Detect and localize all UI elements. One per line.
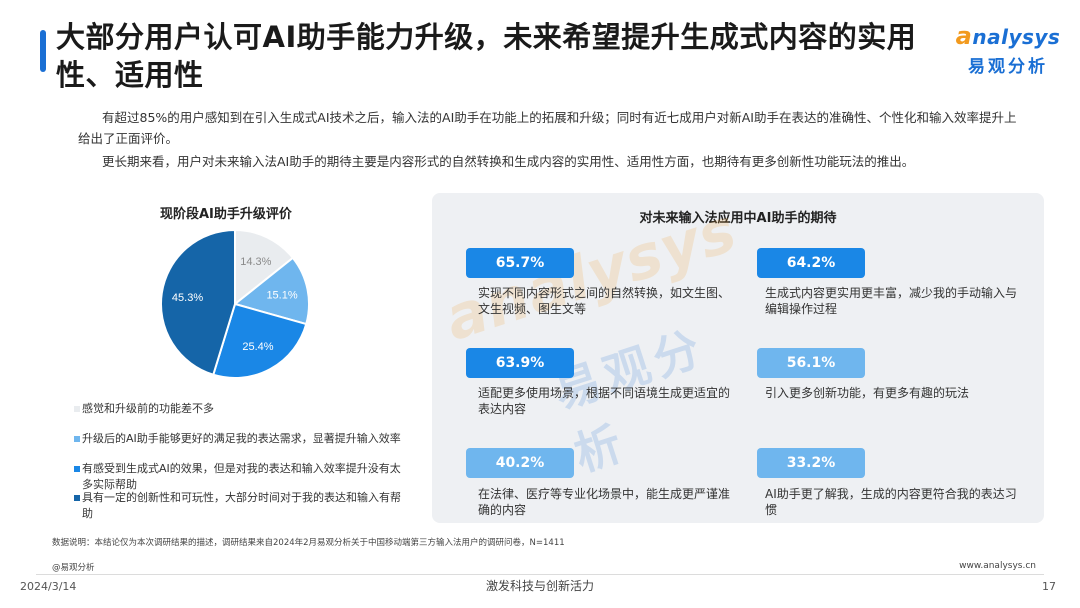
- expectation-text-3: 适配更多使用场景，根据不同语境生成更适宜的表达内容: [478, 386, 731, 416]
- logo-wordmark: analysys: [955, 22, 1061, 50]
- expectation-text-5: 在法律、医疗等专业化场景中，能生成更严谨准确的内容: [478, 487, 731, 517]
- expectations-title: 对未来输入法应用中AI助手的期待: [639, 211, 837, 226]
- expectation-badge-2: 64.2%: [757, 248, 865, 278]
- data-note: 数据说明：本结论仅为本次调研结果的描述，调研结果来自2024年2月易观分析关于中…: [52, 538, 565, 548]
- pie-label-3: 25.4%: [242, 341, 273, 353]
- pie-label-4: 45.3%: [172, 292, 203, 304]
- intro-paragraph-2: 更长期来看，用户对未来输入法AI助手的期待主要是内容形式的自然转换和生成内容的实…: [102, 154, 915, 169]
- pie-slice-3: [212, 302, 308, 379]
- legend-swatch-4: [74, 495, 80, 501]
- legend-item-3: 有感受到生成式AI的效果，但是对我的表达和输入效率提升没有太多实际帮助: [74, 461, 402, 493]
- intro-paragraph-1: 有超过85%的用户感知到在引入生成式AI技术之后，输入法的AI助手在功能上的拓展…: [78, 110, 1017, 146]
- footer-date: 2024/3/14: [20, 580, 77, 593]
- footer-source: @易观分析: [52, 563, 95, 573]
- pie-label-1: 14.3%: [240, 256, 271, 268]
- legend-item-2: 升级后的AI助手能够更好的满足我的表达需求，显著提升输入效率: [74, 431, 402, 447]
- expectation-badge-3: 63.9%: [466, 348, 574, 378]
- legend-swatch-3: [74, 466, 80, 472]
- expectation-text-6: AI助手更了解我，生成的内容更符合我的表达习惯: [765, 487, 1017, 517]
- page-number: 17: [1042, 580, 1056, 593]
- pie-slice-4: [160, 228, 236, 376]
- expectation-badge-1: 65.7%: [466, 248, 574, 278]
- footer-url: www.analysys.cn: [959, 561, 1036, 571]
- legend-label-1: 感觉和升级前的功能差不多: [82, 402, 214, 415]
- legend-swatch-1: [74, 406, 80, 412]
- chart-title: 现阶段AI助手升级评价: [160, 207, 292, 222]
- expectation-badge-4: 56.1%: [757, 348, 865, 378]
- legend-label-2: 升级后的AI助手能够更好的满足我的表达需求，显著提升输入效率: [82, 432, 401, 445]
- pie-chart-svg: 14.3% 15.1% 25.4% 45.3%: [160, 228, 311, 379]
- expectation-badge-6: 33.2%: [757, 448, 865, 478]
- legend-label-3: 有感受到生成式AI的效果，但是对我的表达和输入效率提升没有太多实际帮助: [82, 462, 401, 491]
- expectation-text-1: 实现不同内容形式之间的自然转换，如文生图、文生视频、图生文等: [478, 286, 731, 316]
- legend-label-4: 具有一定的创新性和可玩性，大部分时间对于我的表达和输入有帮助: [82, 491, 401, 520]
- title-accent-bar: [40, 30, 46, 72]
- expectation-badge-5: 40.2%: [466, 448, 574, 478]
- pie-label-2: 15.1%: [266, 290, 297, 302]
- expectation-text-2: 生成式内容更实用更丰富，减少我的手动输入与编辑操作过程: [765, 286, 1018, 316]
- pie-slice-1: [234, 228, 295, 307]
- logo-chinese: 易观分析: [968, 57, 1048, 77]
- legend-swatch-2: [74, 436, 80, 442]
- pie-chart: 14.3% 15.1% 25.4% 45.3%: [160, 226, 311, 382]
- legend-item-4: 具有一定的创新性和可玩性，大部分时间对于我的表达和输入有帮助: [74, 490, 402, 522]
- brand-logo: analysys 易观分析: [952, 22, 1064, 82]
- footer-divider: [36, 574, 1044, 575]
- page-title: 大部分用户认可AI助手能力升级，未来希望提升生成式内容的实用性、适用性: [56, 20, 917, 92]
- pie-slice-2: [232, 256, 311, 326]
- legend-item-1: 感觉和升级前的功能差不多: [74, 401, 402, 417]
- footer-slogan: 激发科技与创新活力: [485, 579, 594, 593]
- expectation-text-4: 引入更多创新功能，有更多有趣的玩法: [765, 386, 970, 400]
